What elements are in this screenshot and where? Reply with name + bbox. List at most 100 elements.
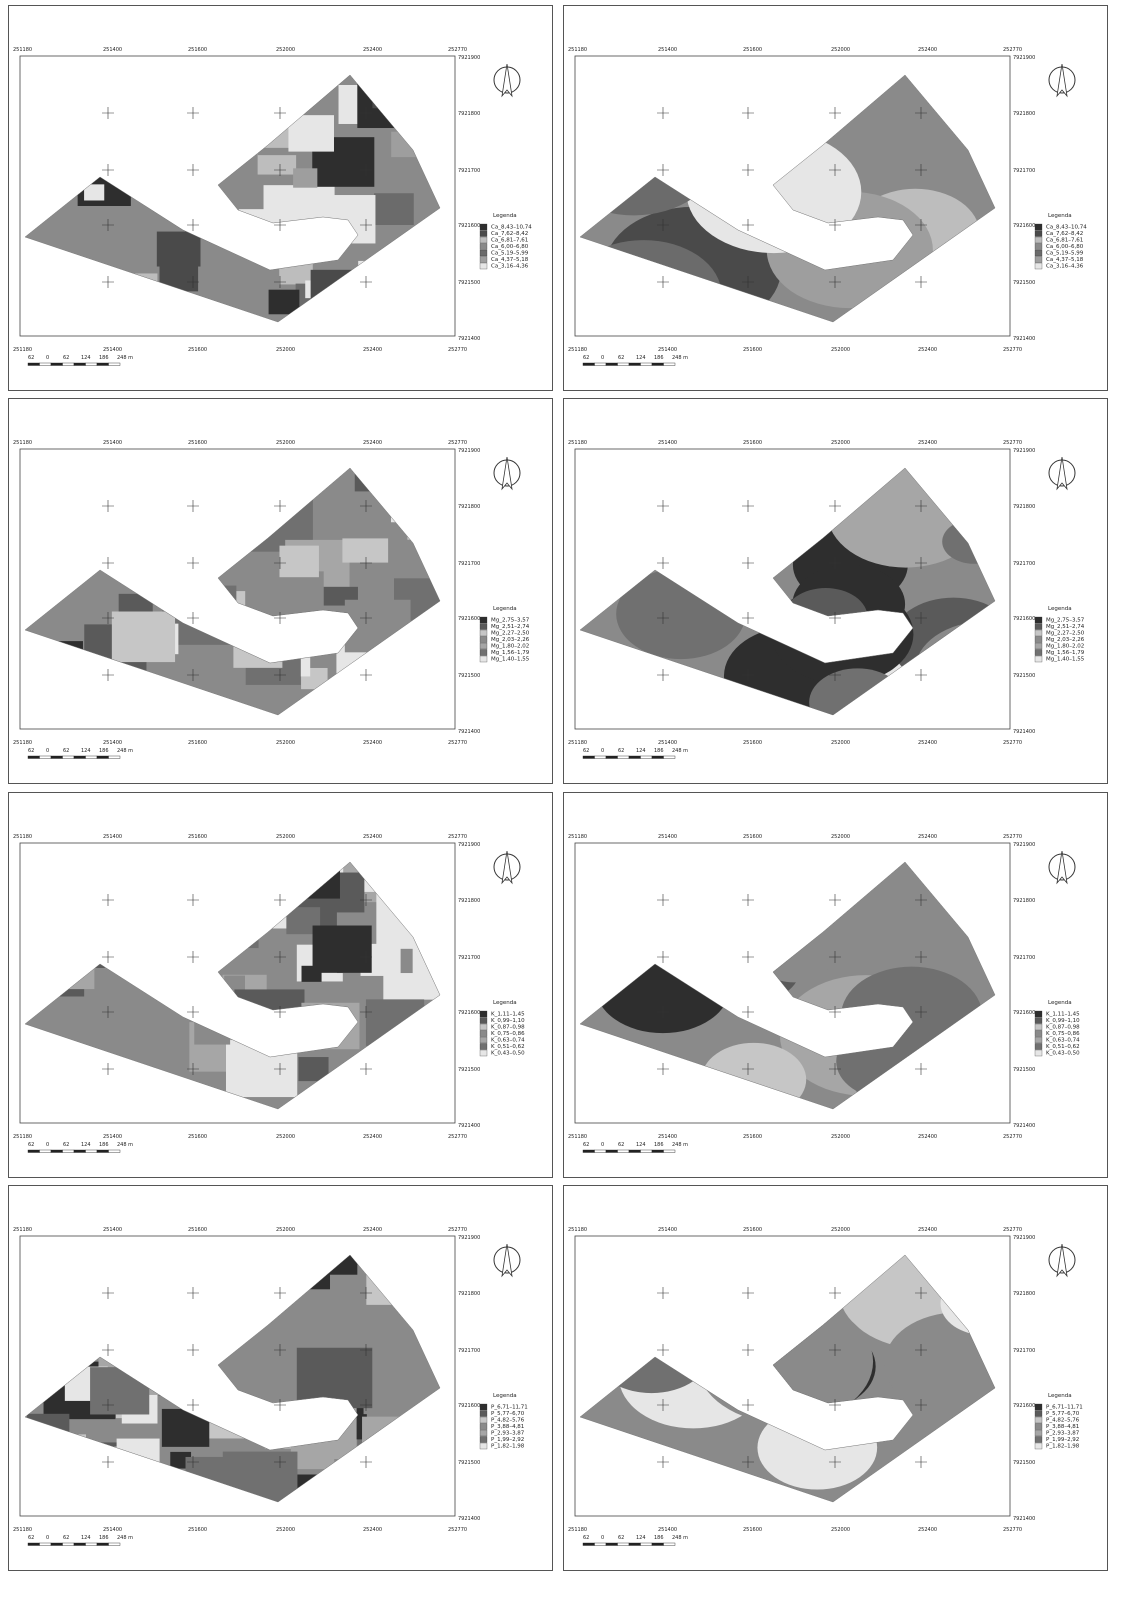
x-coordinate-label: 251600 [188,347,207,353]
scale-label: 0 [46,1142,49,1148]
y-coordinate-label: 7921500 [1013,1460,1035,1466]
x-coordinate-label: 251180 [13,740,32,746]
y-coordinate-label: 7921900 [1013,55,1035,61]
x-coordinate-label: 251600 [188,1134,207,1140]
scale-segment [664,756,676,759]
legend-label: K_0,99–1,10 [1046,1018,1080,1024]
scale-label: 0 [46,1535,49,1541]
y-coordinate-label: 7921800 [1013,898,1035,904]
legend-label: P_1,99–2,92 [491,1437,524,1443]
legend-label: Mg_1,80–2,02 [1046,644,1084,650]
scale-segment [629,1543,641,1546]
legend-label: Ca_6,81–7,61 [491,238,528,244]
legend-swatch [480,1037,487,1043]
legend-swatch [1035,1050,1042,1056]
x-coordinate-label: 252400 [918,1227,937,1233]
legend-label: P_6,71–11,71 [491,1405,528,1411]
x-coordinate-label: 251600 [743,1527,762,1533]
legend-swatch [480,237,487,243]
scale-label: 186 [654,1535,664,1541]
legend-swatch [480,630,487,636]
x-coordinate-label: 251180 [13,347,32,353]
legend-label: Ca_3,16–4,36 [1046,264,1084,270]
zone [311,1311,360,1351]
scale-label: 62 [583,1535,589,1541]
legend-title: Legenda [1048,1393,1072,1399]
scale-label: 62 [618,355,624,361]
x-coordinate-label: 252400 [363,1527,382,1533]
legend-label: P_3,88–4,81 [1046,1424,1079,1430]
x-coordinate-label: 252770 [448,740,467,746]
legend-label: K_0,87–0,98 [1046,1025,1080,1031]
x-coordinate-label: 252400 [918,834,937,840]
x-coordinate-label: 251400 [103,47,122,53]
legend-title: Legenda [1048,213,1072,219]
scale-segment [583,363,595,366]
x-coordinate-label: 252000 [276,347,295,353]
zone [293,168,317,187]
scale-segment [595,756,607,759]
y-coordinate-label: 7921700 [1013,561,1035,567]
scale-label: 62 [618,1142,624,1148]
x-coordinate-label: 252400 [918,347,937,353]
scale-label: 62 [28,1535,34,1541]
legend-label: Mg_2,27–2,50 [1046,631,1085,637]
x-coordinate-label: 252000 [276,740,295,746]
scale-label: 186 [654,355,664,361]
scale-segment [63,1543,75,1546]
zone [374,193,414,225]
scale-segment [74,756,86,759]
x-coordinate-label: 252400 [918,1527,937,1533]
x-coordinate-label: 252400 [363,1227,382,1233]
legend-label: K_0,63–0,74 [1046,1038,1080,1044]
scale-label: 0 [601,355,604,361]
scale-segment [595,1150,607,1153]
scale-segment [583,1543,595,1546]
x-coordinate-label: 251600 [188,834,207,840]
y-coordinate-label: 7921400 [458,336,480,342]
legend-swatch [480,1050,487,1056]
scale-segment [652,363,664,366]
legend-swatch [1035,1018,1042,1024]
scale-label: 248 m [672,1535,688,1541]
x-coordinate-label: 251400 [658,440,677,446]
x-coordinate-label: 252400 [363,740,382,746]
x-coordinate-label: 252400 [918,1134,937,1140]
x-coordinate-label: 251600 [188,740,207,746]
scale-label: 124 [81,748,91,754]
legend-label: Mg_1,40–1,55 [1046,657,1085,663]
legend-swatch [480,1430,487,1436]
legend-label: Ca_6,00–6,80 [1046,244,1084,250]
legend-swatch [1035,1430,1042,1436]
x-coordinate-label: 251180 [13,1134,32,1140]
x-coordinate-label: 251180 [568,47,587,53]
scale-segment [97,756,109,759]
scale-segment [641,756,653,759]
zone [279,546,318,578]
scale-segment [652,1150,664,1153]
x-coordinate-label: 251400 [658,740,677,746]
legend-title: Legenda [493,1000,517,1006]
scale-label: 186 [99,355,109,361]
x-coordinate-label: 251180 [568,1134,587,1140]
legend-swatch [1035,1031,1042,1037]
y-coordinate-label: 7921900 [1013,842,1035,848]
scale-segment [97,1150,109,1153]
x-coordinate-label: 252770 [1003,1527,1022,1533]
legend-swatch [1035,1404,1042,1410]
map-panel: 2511802511802514002514002516002516002520… [9,793,553,1178]
legend-swatch [1035,617,1042,623]
legend-swatch [1035,1044,1042,1050]
x-coordinate-label: 252770 [1003,47,1022,53]
scale-segment [583,756,595,759]
legend-label: Mg_2,75–3,57 [491,618,530,624]
legend-label: Mg_2,75–3,57 [1046,618,1085,624]
y-coordinate-label: 7921600 [458,616,480,622]
y-coordinate-label: 7921800 [458,1291,480,1297]
x-coordinate-label: 251180 [568,740,587,746]
legend-label: Ca_4,37–5,18 [491,257,529,263]
x-coordinate-label: 252770 [448,1527,467,1533]
x-coordinate-label: 252000 [831,347,850,353]
legend-label: P_6,71–11,71 [1046,1405,1083,1411]
legend-label: K_0,87–0,98 [491,1025,525,1031]
